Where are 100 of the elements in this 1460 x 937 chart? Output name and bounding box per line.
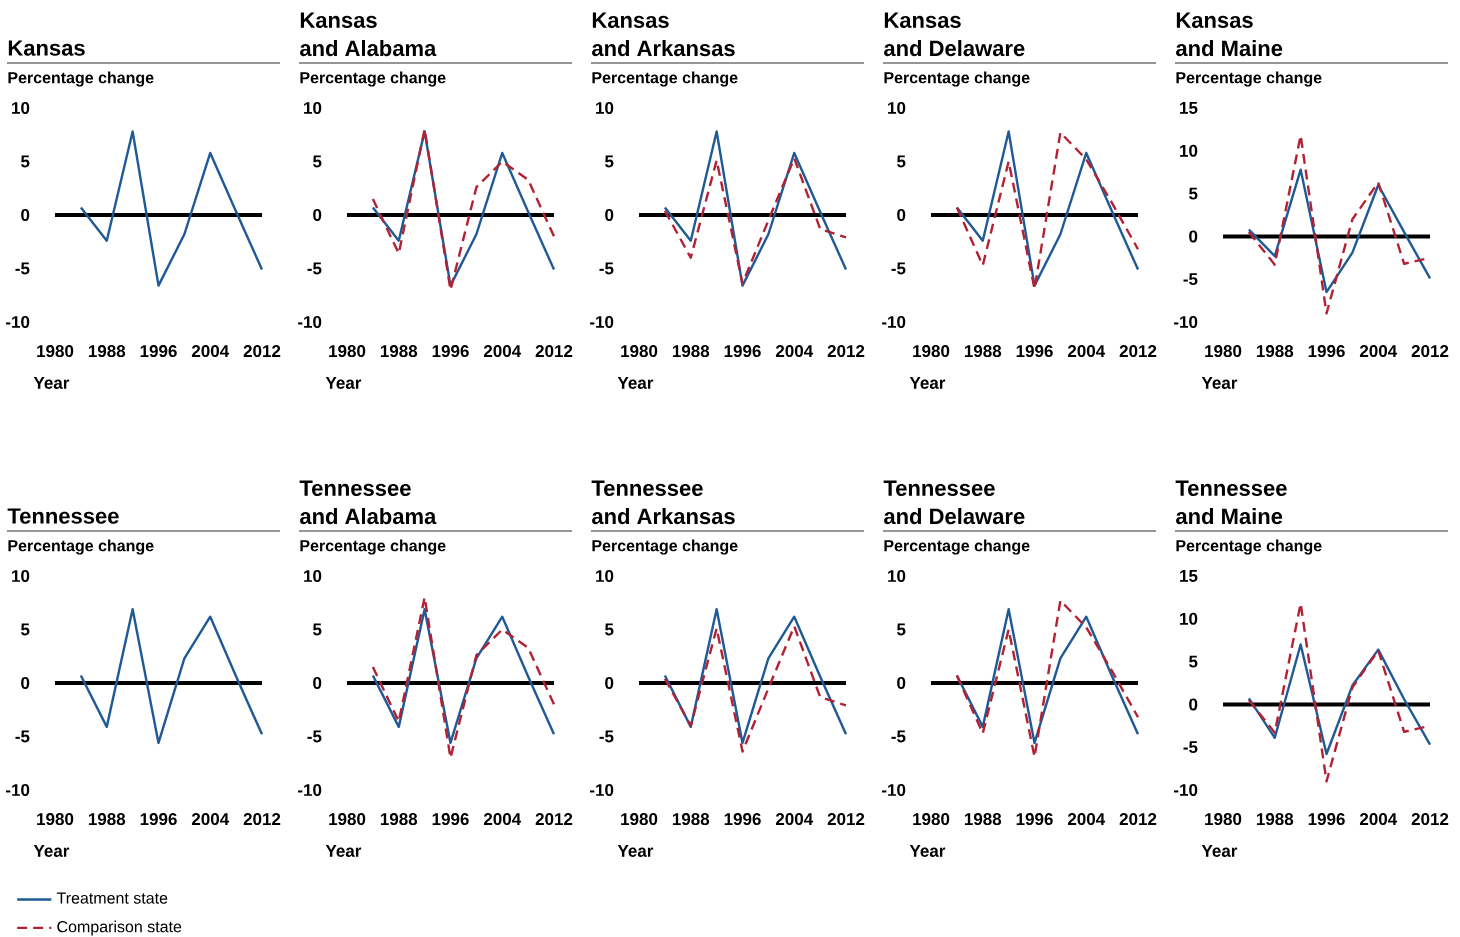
x-tick-label: 1996: [140, 813, 177, 826]
chart-subtitle: and Alabama: [300, 40, 437, 57]
x-axis-title: Year: [909, 845, 946, 857]
y-tick-label: -10: [6, 315, 30, 328]
chart-subtitle: and Arkansas: [592, 40, 735, 57]
y-tick-label: 0: [21, 676, 30, 690]
y-tick-label: -5: [1183, 273, 1198, 286]
y-tick-label: -10: [590, 315, 614, 328]
x-tick-label: 1996: [724, 813, 761, 826]
x-tick-label: 1988: [88, 345, 126, 358]
y-tick-label: -10: [1174, 315, 1198, 328]
y-tick-label: -10: [298, 783, 322, 797]
x-tick-label: 2004: [1067, 813, 1106, 826]
x-tick-label: 1980: [37, 345, 74, 358]
x-tick-label: 2012: [535, 813, 573, 826]
y-axis-title: Percentage change: [8, 71, 154, 87]
x-tick-label: 2004: [191, 345, 230, 358]
x-axis-title: Year: [909, 377, 946, 389]
x-axis-title: Year: [1201, 845, 1238, 857]
line-series: [1247, 643, 1432, 756]
x-tick-label: 2012: [1411, 345, 1449, 358]
x-tick-label: 2012: [827, 345, 865, 358]
x-axis-title: Year: [33, 377, 70, 389]
x-tick-label: 2004: [1067, 345, 1106, 358]
chart-title: Kansas: [8, 40, 85, 56]
y-tick-label: 15: [1180, 102, 1198, 114]
y-tick-label: 0: [313, 208, 322, 221]
y-axis-title: Percentage change: [1176, 539, 1322, 555]
y-tick-label: -5: [15, 730, 30, 743]
y-tick-label: 0: [1189, 230, 1198, 243]
x-tick-label: 1988: [964, 813, 1002, 826]
line-series: [663, 157, 848, 285]
legend-label: Comparison state: [57, 920, 182, 936]
line-series: [663, 130, 848, 287]
y-tick-label: -5: [891, 262, 906, 275]
chart-title: Tennessee: [591, 480, 703, 496]
y-tick-label: 0: [1189, 698, 1198, 711]
y-axis-title: Percentage change: [300, 539, 446, 555]
chart-title: Tennessee: [299, 480, 411, 496]
chart-subtitle: and Alabama: [300, 508, 437, 525]
x-tick-label: 2012: [243, 345, 281, 358]
y-axis-title: Percentage change: [592, 71, 738, 87]
y-tick-label: -10: [590, 783, 614, 797]
x-tick-label: 1996: [1016, 345, 1053, 358]
chart-subtitle: and Delaware: [884, 508, 1025, 525]
y-tick-label: 10: [304, 101, 322, 114]
x-tick-label: 1996: [1308, 345, 1345, 358]
y-tick-label: 5: [21, 155, 30, 168]
x-tick-label: 2012: [535, 345, 573, 358]
x-axis-title: Year: [617, 845, 654, 857]
chart-subtitle: and Maine: [1176, 508, 1283, 525]
y-tick-label: 5: [897, 623, 906, 636]
y-tick-label: 15: [1180, 570, 1198, 582]
chart-subtitle: and Arkansas: [592, 508, 735, 525]
chart-title: Kansas: [592, 12, 669, 28]
x-tick-label: 1988: [380, 345, 418, 358]
x-tick-label: 1988: [964, 345, 1002, 358]
y-tick-label: -5: [15, 262, 30, 275]
y-tick-label: 5: [605, 155, 614, 168]
y-axis-title: Percentage change: [8, 539, 154, 555]
y-tick-label: 5: [1189, 655, 1198, 668]
x-tick-label: 1980: [913, 345, 950, 358]
x-tick-label: 1988: [1256, 345, 1294, 358]
line-series: [79, 607, 264, 745]
x-axis-title: Year: [1201, 377, 1238, 389]
y-tick-label: 10: [12, 570, 30, 583]
x-tick-label: 2012: [827, 813, 865, 826]
y-tick-label: 10: [596, 570, 614, 583]
y-tick-label: 0: [897, 676, 906, 690]
y-tick-label: -5: [599, 262, 614, 275]
x-tick-label: 1988: [672, 345, 710, 358]
y-tick-label: 5: [313, 623, 322, 636]
y-axis-title: Percentage change: [884, 71, 1030, 87]
x-tick-label: 1980: [329, 813, 366, 826]
x-tick-label: 2004: [191, 813, 230, 826]
x-tick-label: 1996: [140, 345, 177, 358]
x-tick-label: 1988: [672, 813, 710, 826]
y-tick-label: 5: [897, 155, 906, 168]
x-tick-label: 2004: [1359, 345, 1398, 358]
x-tick-label: 2012: [1119, 345, 1157, 358]
y-tick-label: 0: [897, 208, 906, 221]
x-tick-label: 2004: [483, 345, 522, 358]
y-tick-label: -10: [298, 315, 322, 328]
y-tick-label: 10: [12, 101, 30, 114]
y-tick-label: 5: [1189, 187, 1198, 200]
line-series: [371, 607, 556, 745]
y-tick-label: -10: [6, 783, 30, 797]
legend-label: Treatment state: [56, 892, 168, 904]
y-tick-label: 10: [888, 101, 906, 114]
y-tick-label: -5: [599, 730, 614, 743]
x-axis-title: Year: [325, 845, 362, 857]
chart-title: Kansas: [1176, 12, 1253, 28]
chart-title: Tennessee: [7, 508, 119, 524]
x-tick-label: 2012: [1411, 813, 1449, 826]
y-tick-label: 10: [888, 570, 906, 583]
y-tick-label: -5: [307, 262, 322, 275]
x-tick-label: 1980: [37, 813, 74, 826]
x-tick-label: 1980: [621, 813, 658, 826]
y-tick-label: 5: [21, 623, 30, 636]
chart-title: Tennessee: [883, 480, 995, 496]
